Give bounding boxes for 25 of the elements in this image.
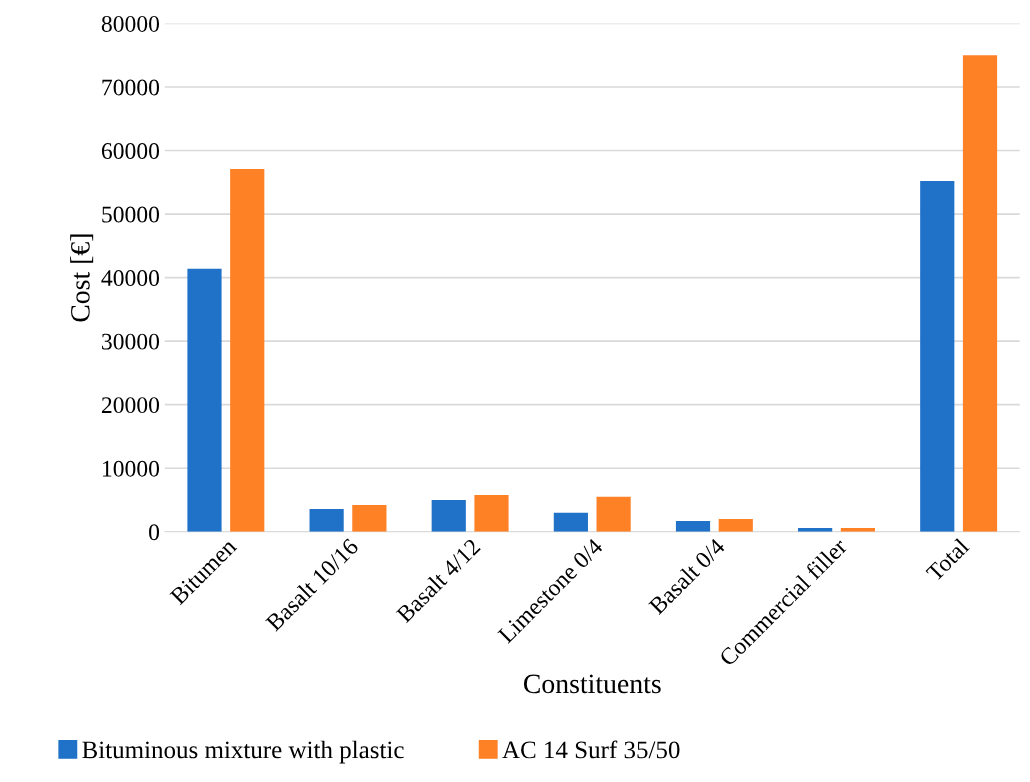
y-tick-label: 60000 (101, 143, 160, 159)
y-tick-label: 70000 (102, 79, 160, 96)
y-tick-label: 10000 (102, 460, 160, 477)
bar (553, 512, 588, 532)
legend-label: Bituminous mixture with plastic (82, 740, 404, 764)
y-tick-label: 20000 (101, 397, 160, 414)
y-tick-label: 0 (149, 524, 160, 541)
x-axis-title: Constituents (523, 674, 661, 694)
bar (309, 508, 344, 532)
y-tick-label: 30000 (102, 333, 160, 350)
bar (431, 499, 466, 532)
legend-label: AC 14 Surf 35/50 (502, 740, 680, 759)
bar (920, 181, 955, 532)
y-axis-title: Cost [€] (70, 234, 94, 322)
bar (962, 55, 998, 532)
y-tick-label: 40000 (101, 270, 160, 287)
bar (230, 168, 265, 532)
y-tick-label: 80000 (101, 15, 160, 32)
bar (352, 505, 387, 532)
bar (718, 519, 753, 532)
y-tick-label: 50000 (102, 206, 160, 223)
bar (596, 496, 631, 532)
bar (187, 268, 222, 532)
bar (474, 494, 509, 532)
bar (675, 520, 711, 532)
